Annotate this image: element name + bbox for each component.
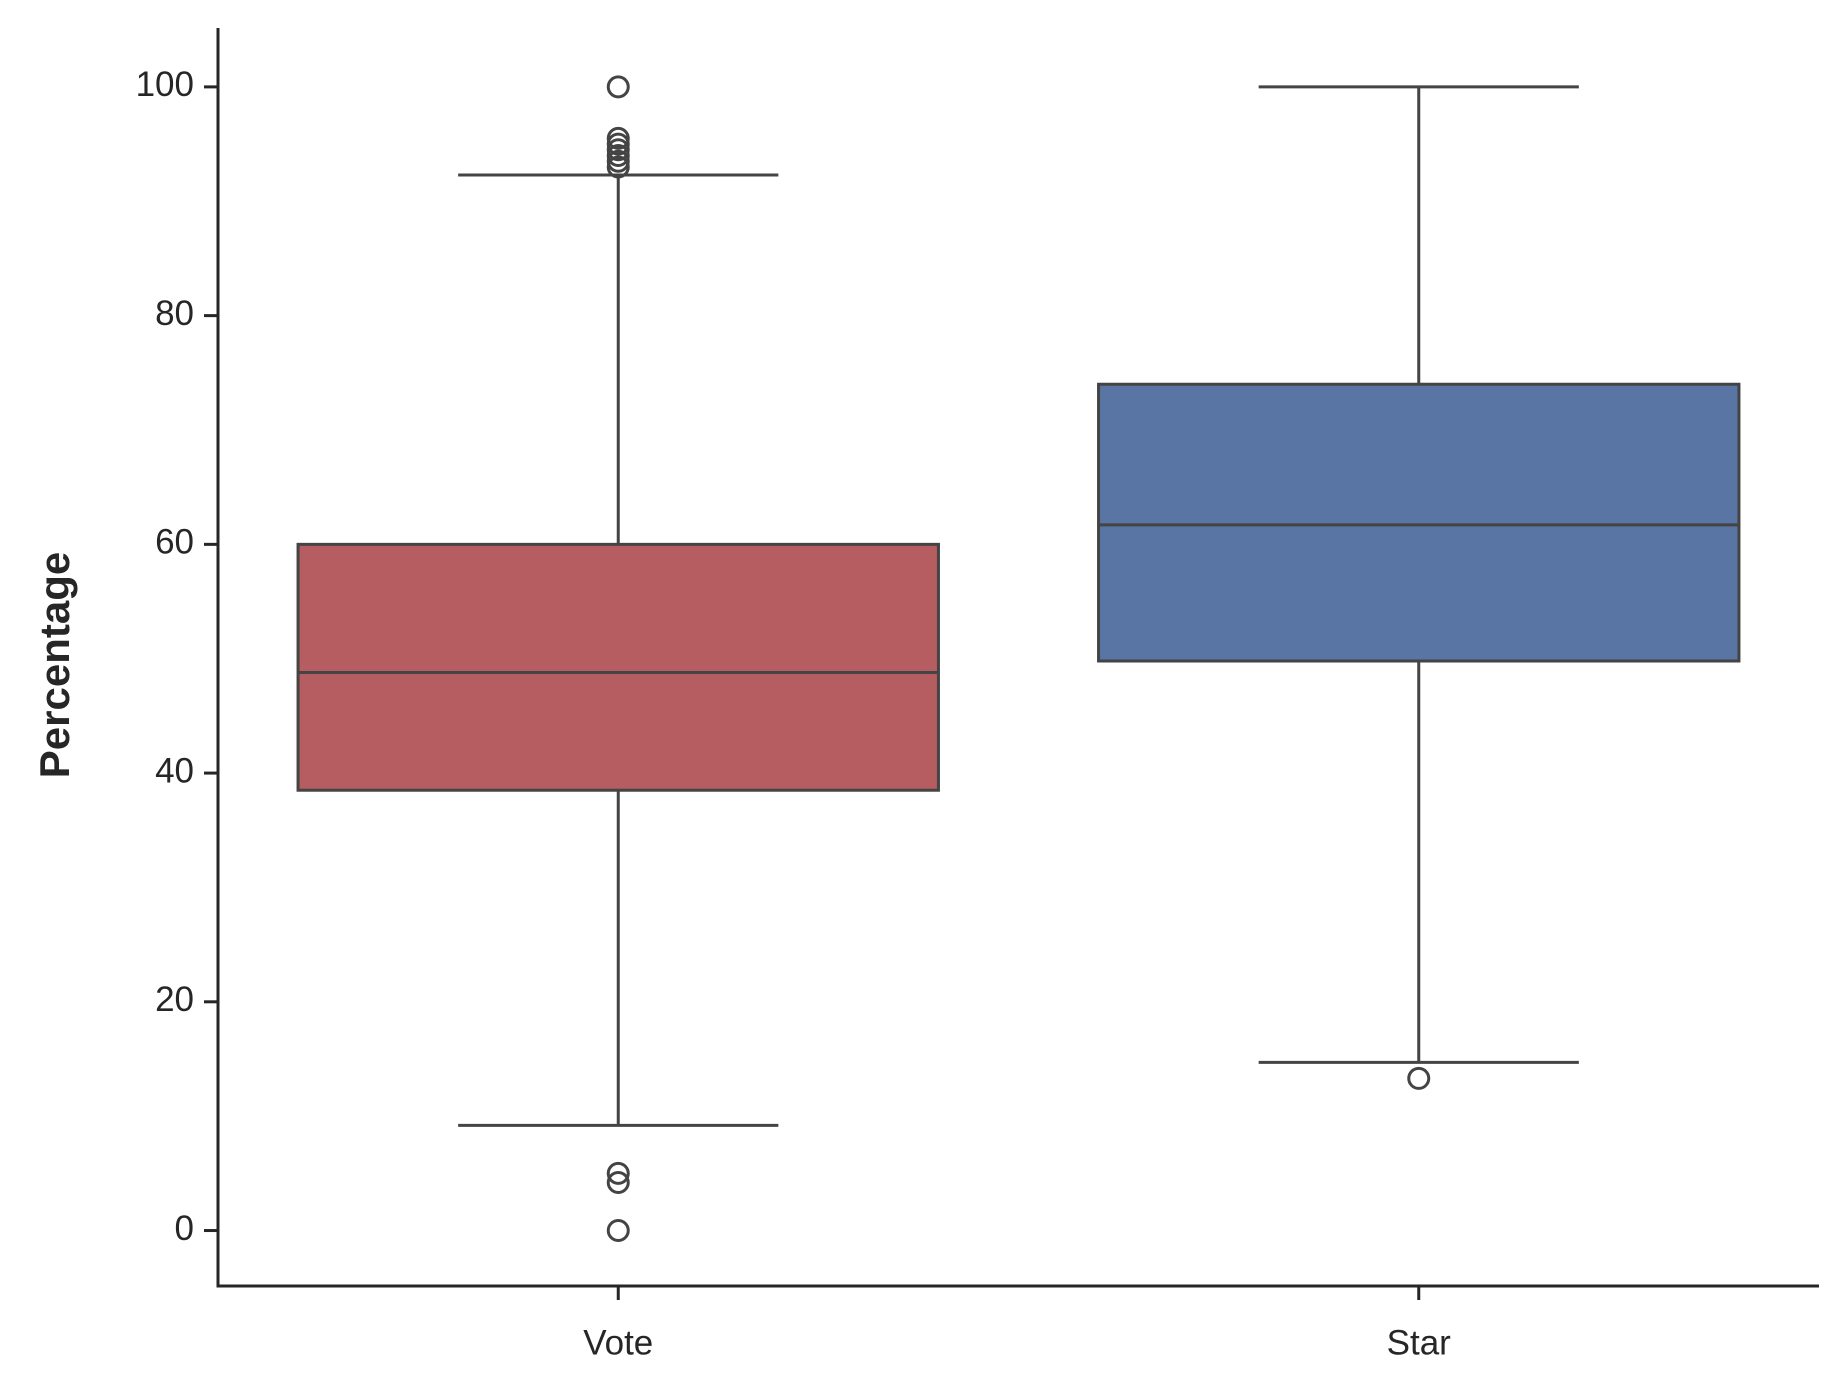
flier [606,1219,630,1243]
y-tick-label: 80 [155,294,194,333]
y-tick-label: 20 [155,980,194,1019]
y-tick-label: 0 [175,1209,194,1248]
flier [606,155,630,179]
flier [1407,1066,1431,1090]
flier [606,1171,630,1195]
y-tick-label: 60 [155,523,194,562]
flier [606,126,630,150]
y-tick-label: 100 [136,65,194,104]
flier [606,75,630,99]
box [296,542,940,792]
y-tick-label: 40 [155,751,194,790]
flier [606,132,630,156]
flier [606,138,630,162]
x-tick-label: Star [1387,1323,1452,1362]
box [1097,382,1741,663]
flier [606,144,630,168]
flier [606,149,630,173]
flier [606,1161,630,1185]
x-tick-label: Vote [583,1323,653,1362]
y-axis-label: Percentage [31,552,78,778]
